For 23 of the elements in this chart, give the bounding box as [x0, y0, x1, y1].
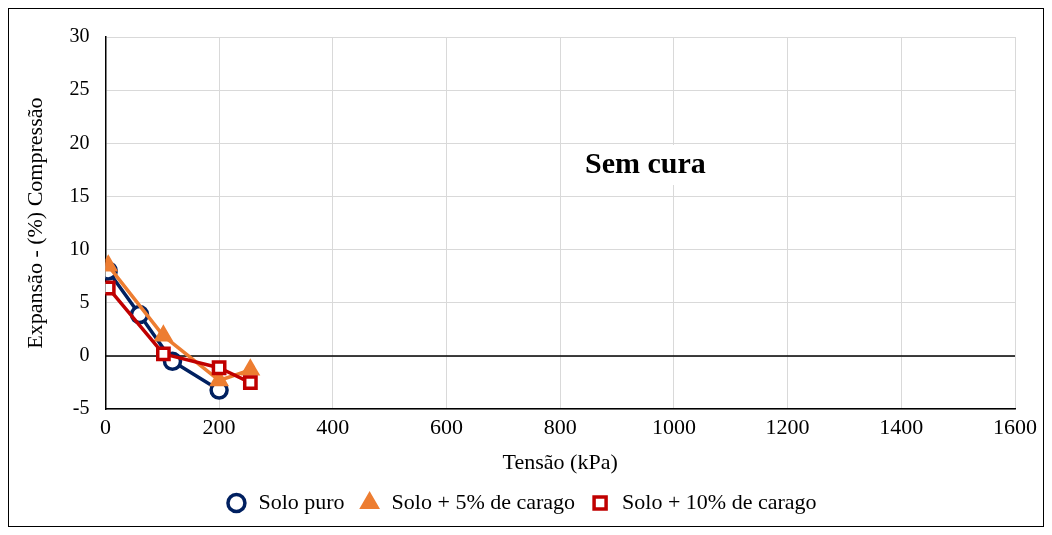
legend-label: Solo + 10% de carago: [622, 488, 817, 514]
x-tick-label: 1600: [993, 414, 1037, 440]
text: Sem cura: [585, 145, 706, 179]
x-tick-label: 600: [430, 414, 463, 440]
x-tick-label: 200: [202, 414, 236, 440]
x-tick-label: 1400: [879, 414, 924, 440]
x-tick-label: 1200: [765, 414, 810, 440]
y-tick-label: 15: [69, 183, 90, 206]
y-tick-label: 20: [69, 130, 90, 153]
y-axis-title: Expansão - (%) Compressão: [21, 97, 47, 349]
y-tick-label: 10: [69, 236, 90, 259]
y-tick-label: 30: [69, 24, 90, 47]
y-tick-label: -5: [72, 396, 90, 419]
x-tick-label: 800: [543, 414, 577, 440]
x-tick-label: 400: [316, 414, 350, 440]
x-tick-label: 0: [99, 414, 111, 440]
y-tick-label: 25: [69, 77, 90, 100]
y-tick-label: 5: [79, 290, 90, 313]
legend-label: Solo puro: [258, 488, 345, 514]
x-tick-label: 1000: [651, 414, 696, 440]
y-tick-label: 0: [79, 343, 90, 366]
x-axis-title: Tensão (kPa): [502, 448, 618, 474]
legend-label: Solo + 5% de carago: [391, 488, 576, 514]
